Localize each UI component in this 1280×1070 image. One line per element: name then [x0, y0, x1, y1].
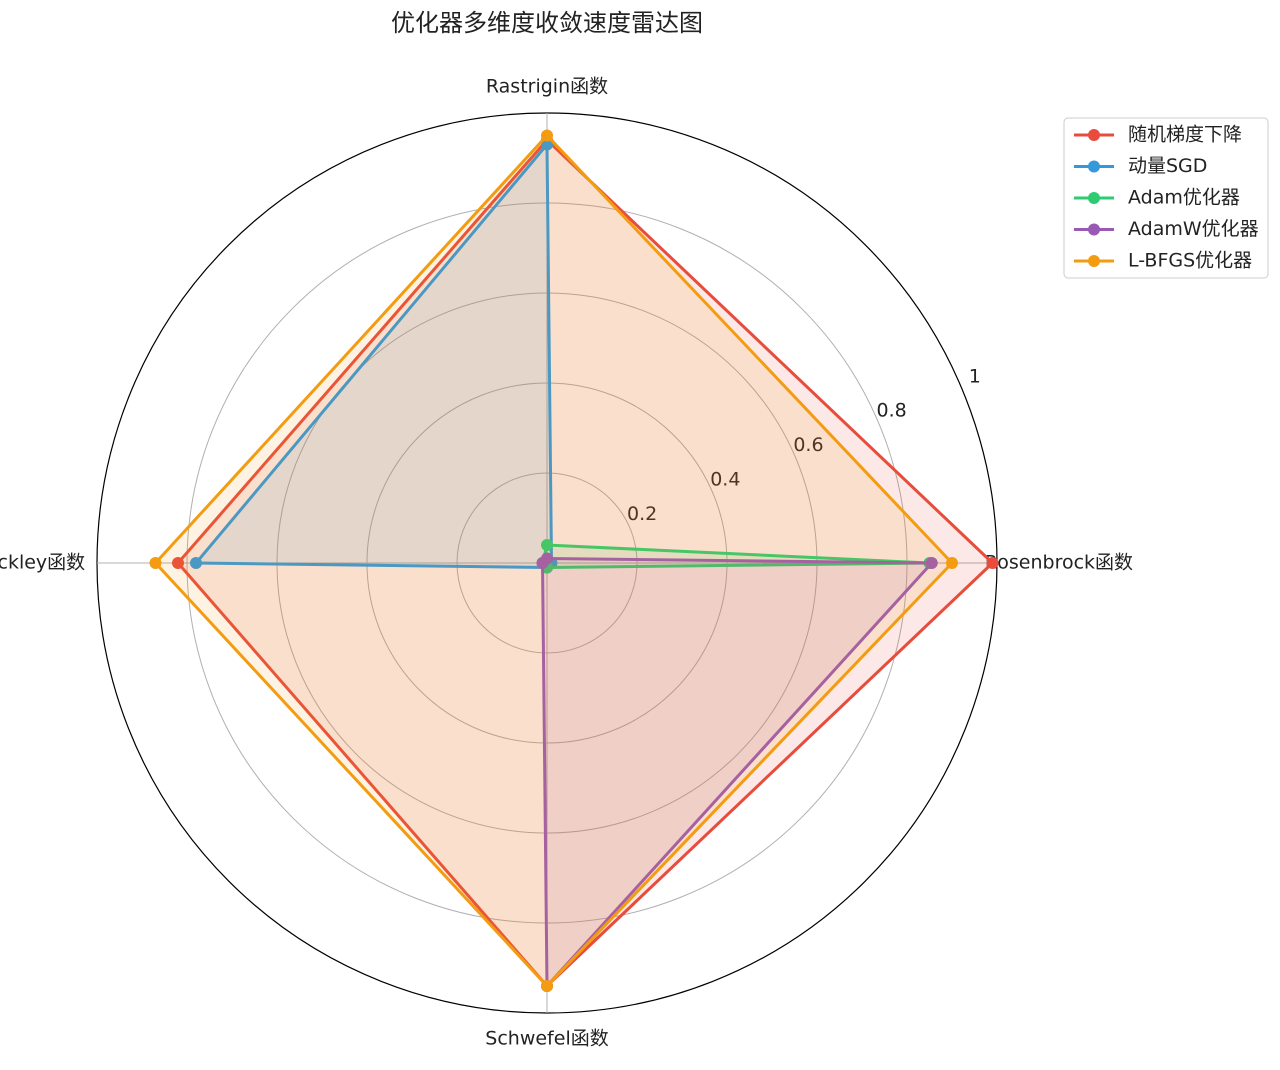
r-tick-label: 0.2 [627, 503, 657, 525]
legend-marker [1088, 160, 1100, 173]
legend-label: AdamW优化器 [1128, 218, 1259, 240]
data-point [986, 557, 999, 569]
axis-label: Rosenbrock函数 [985, 552, 1133, 574]
legend-marker [1088, 129, 1100, 141]
r-tick-label: 0.4 [710, 469, 740, 491]
legend-marker [1088, 223, 1100, 236]
series-area [542, 558, 932, 986]
r-tick-label: 1 [969, 365, 981, 387]
data-point [541, 129, 553, 142]
r-tick-label: 0.6 [793, 434, 823, 456]
data-point [541, 539, 553, 551]
data-point [149, 557, 162, 569]
legend-box [1063, 117, 1269, 279]
axis-label: Ackley函数 [0, 552, 85, 574]
legend-label: Adam优化器 [1128, 187, 1240, 209]
legend-marker [1088, 255, 1100, 267]
legend-marker [1088, 192, 1100, 204]
data-point [946, 557, 958, 569]
r-tick-label: 0.8 [876, 400, 906, 422]
data-point [925, 557, 938, 569]
data-point [190, 557, 202, 569]
data-point [536, 557, 549, 569]
legend-label: 动量SGD [1128, 155, 1207, 177]
chart-title: 优化器多维度收敛速度雷达图 [391, 9, 703, 37]
axis-label: Rastrigin函数 [486, 76, 608, 98]
series-area [178, 140, 993, 986]
series-area [196, 144, 552, 568]
data-point [172, 557, 184, 569]
axis-label: Schwefel函数 [485, 1028, 608, 1050]
data-point [541, 980, 553, 992]
legend-label: L-BFGS优化器 [1128, 250, 1252, 272]
data-point [541, 138, 553, 151]
series-area [155, 135, 952, 986]
legend-label: 随机梯度下降 [1128, 124, 1242, 146]
